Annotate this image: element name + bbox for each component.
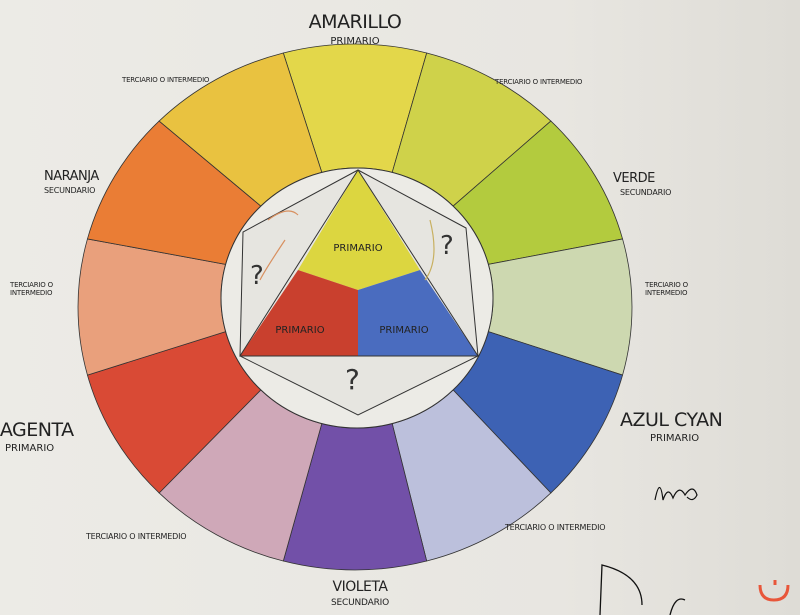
- label-terciario: TERCIARIO O INTERMEDIO: [86, 532, 187, 541]
- label-verde: VERDE: [613, 171, 655, 186]
- inner-blue-primary: [358, 270, 478, 356]
- pencil-scribble: [424, 219, 435, 281]
- label-naranja: NARANJA: [44, 169, 99, 184]
- logo-icon: [758, 580, 790, 602]
- label-terciario-line2: INTERMEDIO: [10, 288, 53, 297]
- label-magenta-type: PRIMARIO: [5, 443, 55, 454]
- label-terciario: TERCIARIO O INTERMEDIO: [505, 523, 606, 532]
- label-violeta-type: SECUNDARIO: [331, 598, 389, 608]
- inner-label-top: PRIMARIO: [333, 243, 383, 254]
- label-magenta: MAGENTA: [0, 419, 74, 441]
- label-terciario: TERCIARIO O INTERMEDIO: [645, 281, 688, 297]
- label-terciario-line1: TERCIARIO O: [10, 281, 53, 289]
- label-azul-type: PRIMARIO: [650, 433, 700, 444]
- label-terciario: TERCIARIO O INTERMEDIO: [495, 78, 583, 86]
- inner-red-primary: [240, 270, 358, 356]
- question-mark-right: ?: [440, 231, 454, 261]
- label-verde-type: SECUNDARIO: [620, 188, 672, 197]
- inner-yellow-primary: [298, 170, 420, 290]
- label-amarillo: AMARILLO: [308, 11, 402, 33]
- label-naranja-type: SECUNDARIO: [44, 186, 96, 195]
- handwriting-scribble: [599, 564, 686, 615]
- inner-label-right: PRIMARIO: [379, 325, 429, 336]
- label-amarillo-type: PRIMARIO: [330, 36, 380, 47]
- wheel-segments: [77, 43, 633, 571]
- signature-scribble: [654, 486, 698, 501]
- question-mark-bottom: ?: [345, 363, 360, 396]
- label-terciario: TERCIARIO O INTERMEDIO: [122, 76, 210, 84]
- label-terciario-line2: INTERMEDIO: [645, 288, 688, 297]
- inner-label-left: PRIMARIO: [275, 325, 325, 336]
- label-terciario: TERCIARIO O INTERMEDIO: [10, 281, 53, 297]
- label-azul-cyan: AZUL CYAN: [620, 409, 723, 431]
- pencil-scribble: [259, 210, 299, 281]
- label-terciario-line1: TERCIARIO O: [645, 281, 688, 289]
- question-mark-left: ?: [250, 261, 264, 291]
- inner-triangle: [239, 169, 479, 357]
- label-violeta: VIOLETA: [332, 579, 388, 595]
